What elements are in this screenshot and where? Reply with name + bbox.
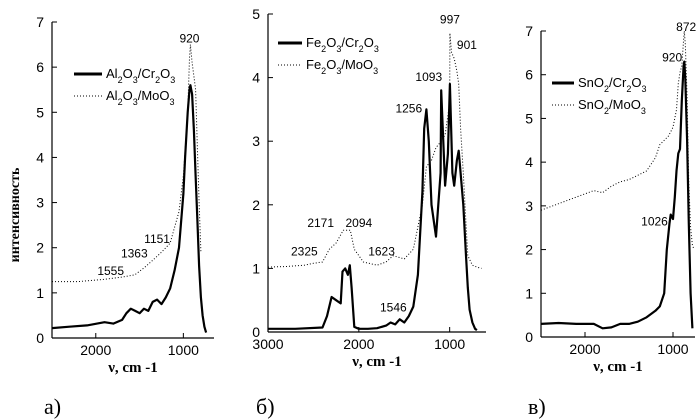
chart-panel-3: 0 1 2 3 4 5 6 7 2000 1000 ν, cm -1 в) 872 920 1026 SnO2… — [525, 20, 696, 419]
peak-annotation: 2325 — [291, 245, 318, 259]
peak-annotation: 1151 — [144, 232, 170, 246]
x-tick-label: 1000 — [657, 341, 688, 357]
y-tick-label: 5 — [525, 110, 533, 126]
x-tick-label: 1000 — [434, 336, 465, 352]
x-axis-label: ν, cm -1 — [107, 360, 158, 376]
y-tick-label: 6 — [36, 59, 44, 75]
y-tick-label: 4 — [36, 149, 44, 165]
peak-annotation: 2094 — [345, 216, 372, 230]
y-tick-label: 6 — [525, 67, 533, 83]
y-tick-label: 3 — [525, 198, 533, 214]
legend-label: SnO2/MoO3 — [578, 97, 646, 116]
y-tick-label: 4 — [252, 70, 260, 86]
x-tick-label: 3000 — [252, 336, 283, 352]
peak-annotation: 872 — [676, 20, 696, 34]
y-tick-label: 2 — [252, 197, 260, 213]
series-line-solid — [268, 84, 477, 330]
y-tick-label: 2 — [36, 240, 44, 256]
x-tick-label: 1000 — [168, 342, 199, 358]
y-tick-label: 5 — [252, 6, 260, 22]
legend-label: SnO2/Cr2O3 — [578, 75, 647, 94]
legend-label: Al2O3/Cr2O3 — [106, 66, 175, 85]
peak-annotation: 2171 — [307, 216, 334, 230]
panel-label: б) — [256, 394, 275, 419]
legend-label: Al2O3/MoO3 — [106, 88, 175, 107]
peak-annotation: 920 — [662, 51, 682, 65]
series-line-solid — [52, 85, 206, 332]
y-tick-label: 2 — [525, 242, 533, 258]
y-tick-label: 3 — [36, 195, 44, 211]
y-tick-label: 1 — [525, 285, 533, 301]
peak-annotation: 1363 — [121, 247, 148, 261]
peak-annotation: 901 — [457, 38, 477, 52]
y-tick-label: 3 — [252, 133, 260, 149]
peak-annotation: 1555 — [97, 264, 124, 278]
x-tick-label: 2000 — [343, 336, 374, 352]
x-tick-label: 2000 — [80, 342, 111, 358]
panel-label: в) — [528, 394, 546, 419]
y-tick-label: 5 — [36, 104, 44, 120]
legend-label: Fe2O3/Cr2O3 — [306, 35, 379, 54]
y-tick-label: 7 — [525, 23, 533, 39]
panel-label: а) — [44, 394, 61, 419]
peak-annotation: 1026 — [641, 215, 668, 229]
y-axis-label: интенсивность — [8, 167, 23, 262]
x-tick-label: 2000 — [569, 341, 600, 357]
x-axis-label: ν, cm -1 — [351, 354, 402, 370]
y-tick-label: 1 — [36, 285, 44, 301]
y-tick-label: 7 — [36, 14, 44, 30]
peak-annotation: 1093 — [415, 70, 442, 84]
peak-annotation: 1256 — [395, 102, 422, 116]
peak-annotation: 1623 — [368, 245, 395, 259]
y-tick-label: 0 — [36, 330, 44, 346]
legend-label: Fe2O3/MoO3 — [306, 57, 378, 76]
x-axis-label: ν, cm -1 — [592, 359, 643, 375]
peak-annotation: 1546 — [380, 301, 407, 315]
peak-annotation: 920 — [179, 31, 199, 45]
y-tick-label: 0 — [525, 329, 533, 345]
y-tick-label: 1 — [252, 260, 260, 276]
y-tick-label: 4 — [525, 154, 533, 170]
peak-annotation: 997 — [440, 13, 460, 27]
